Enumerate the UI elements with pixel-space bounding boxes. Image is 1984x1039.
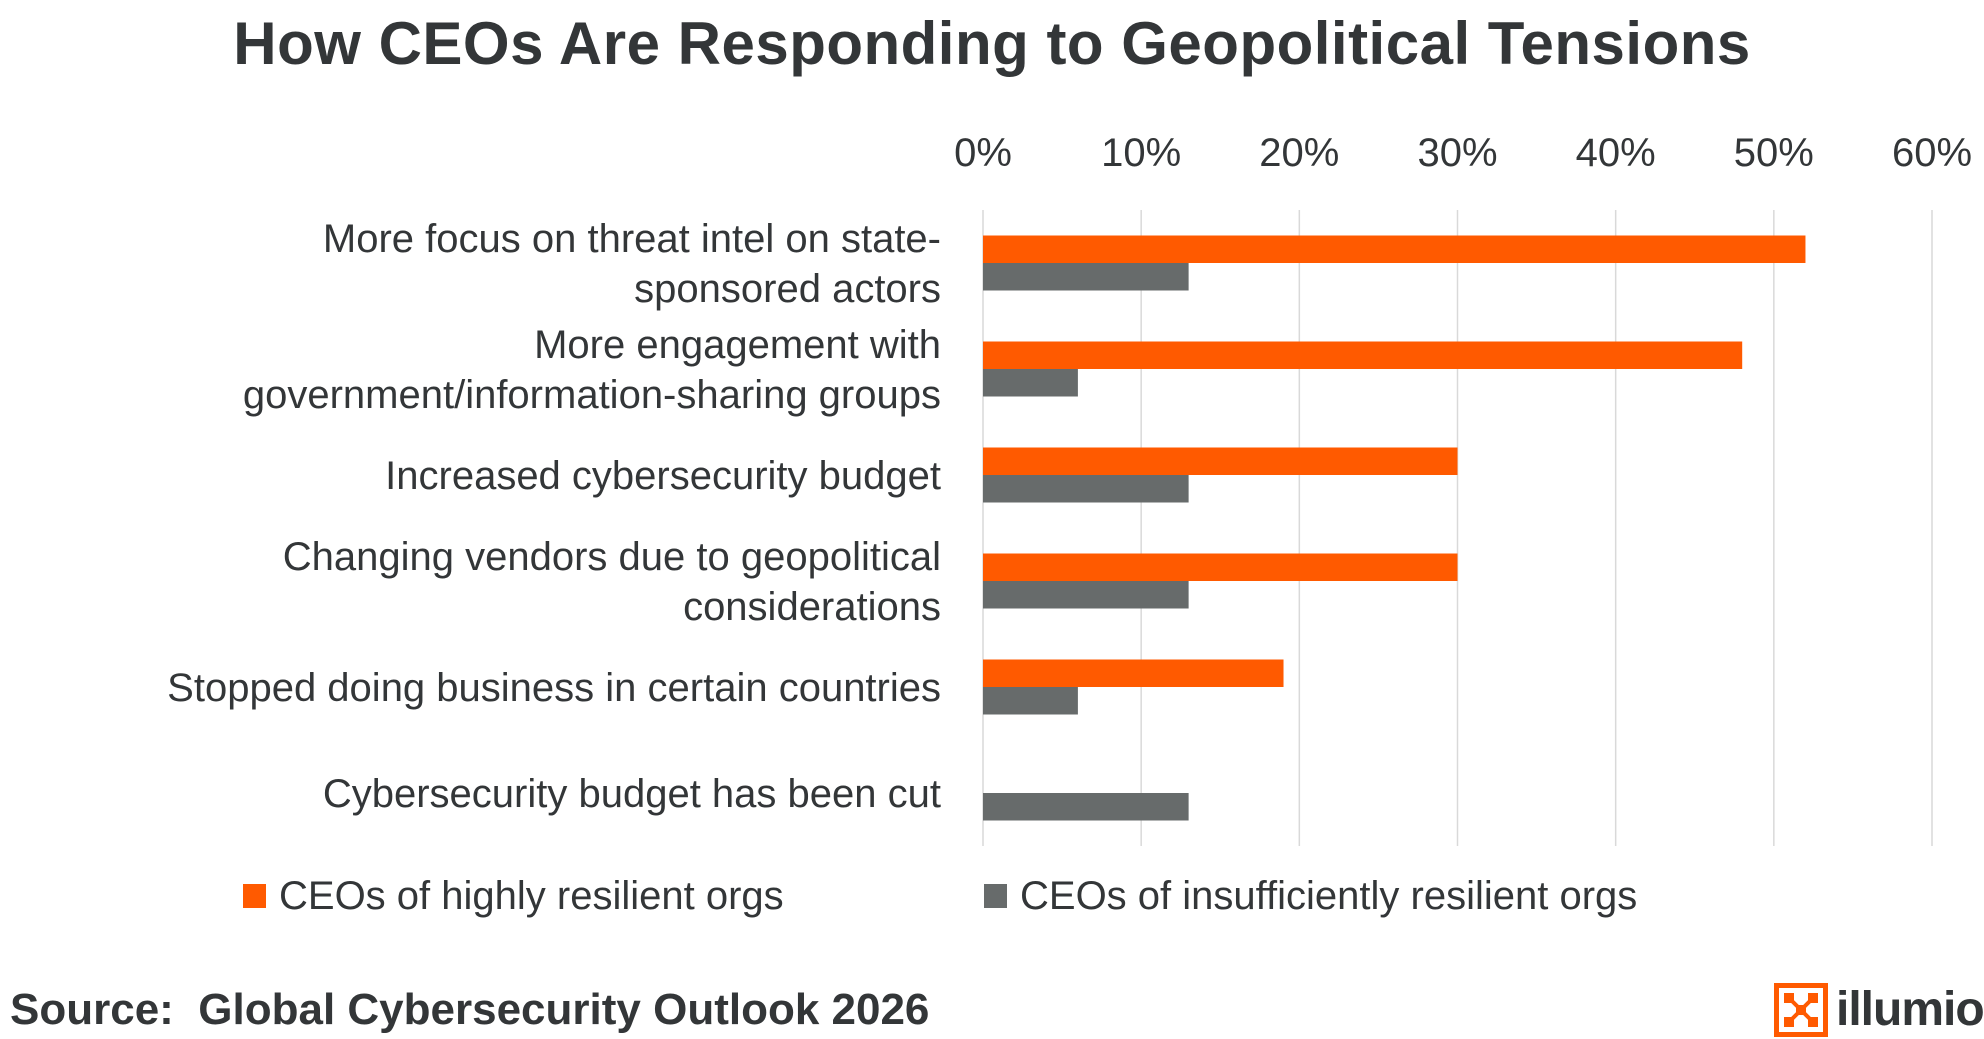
source-note: Source: Global Cybersecurity Outlook 202… [10,985,930,1034]
category-label-line: Changing vendors due to geopolitical [283,535,941,579]
category-label: Stopped doing business in certain countr… [167,666,941,710]
bar-insufficiently-resilient [983,263,1189,291]
category-label: Changing vendors due to geopolitical cons… [283,535,941,629]
bar-insufficiently-resilient [983,581,1189,609]
x-tick-label: 20% [1259,131,1339,175]
legend-label: CEOs of insufficiently resilient orgs [1020,873,1638,918]
category-label-line: Increased cybersecurity budget [385,454,941,498]
category-label-line: Stopped doing business in certain countr… [167,666,941,710]
category-label: Cybersecurity budget has been cut [323,772,941,816]
x-tick-label: 50% [1734,131,1814,175]
category-label: Increased cybersecurity budget [385,454,941,498]
gridlines [982,210,1933,846]
category-label-line: Cybersecurity budget has been cut [323,772,941,816]
bar-highly-resilient [983,553,1458,581]
legend-swatch-orange [243,884,266,908]
bar-highly-resilient [983,341,1743,369]
legend-swatch-gray [984,884,1007,908]
category-label-line: considerations [683,585,941,629]
category-label: More engagement with government/informati… [243,323,941,417]
bar-insufficiently-resilient [983,475,1189,503]
bars [983,235,1806,821]
x-tick-label: 10% [1101,131,1181,175]
legend-item-insufficiently-resilient: CEOs of insufficiently resilient orgs [984,868,1637,924]
category-labels: More focus on threat intel on state-spon… [167,217,941,816]
illumio-logo-icon [1774,983,1828,1037]
bar-insufficiently-resilient [983,793,1189,821]
category-label: More focus on threat intel on state-spon… [323,217,941,311]
legend-item-highly-resilient: CEOs of highly resilient orgs [243,868,784,924]
legend-label: CEOs of highly resilient orgs [279,873,784,918]
x-tick-label: 60% [1892,131,1972,175]
bar-highly-resilient [983,659,1284,687]
illumio-logo: illumio [1774,982,1984,1038]
category-label-line: More focus on threat intel on state- [323,217,941,261]
bar-highly-resilient [983,235,1806,263]
bar-insufficiently-resilient [983,687,1078,715]
x-axis-ticks: 0% 10% 20% 30% 40% 50% 60% [954,131,1972,175]
x-tick-label: 40% [1576,131,1656,175]
illumio-wordmark: illumio [1836,983,1984,1036]
x-tick-label: 0% [954,131,1012,175]
x-tick-label: 30% [1417,131,1497,175]
category-label-line: government/information-sharing groups [243,373,941,417]
bar-insufficiently-resilient [983,369,1078,397]
category-label-line: sponsored actors [634,267,941,311]
chart-title: How CEOs Are Responding to Geopolitical … [233,10,1751,77]
bar-highly-resilient [983,447,1458,475]
category-label-line: More engagement with [534,323,941,367]
